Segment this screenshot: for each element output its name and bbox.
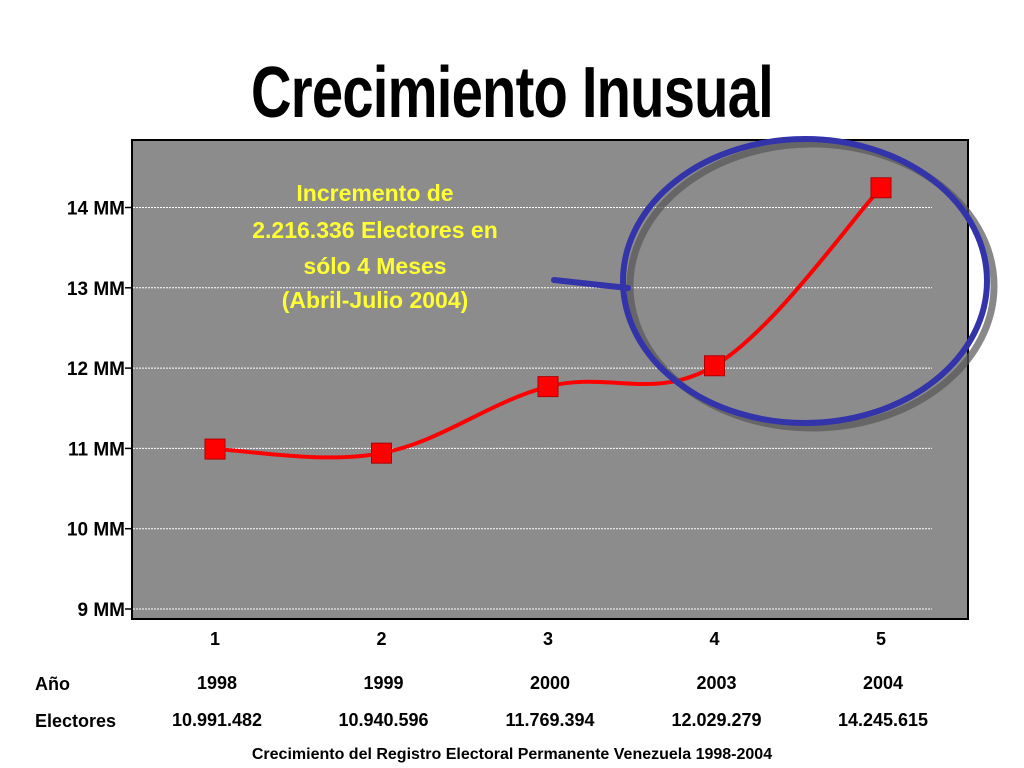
data-point-marker	[870, 177, 892, 199]
data-point-marker	[704, 355, 725, 377]
annotation-line-2: 2.216.336 Electores en	[252, 217, 498, 243]
x-tick-label: 1	[210, 629, 220, 649]
chart-caption: Crecimiento del Registro Electoral Perma…	[252, 746, 772, 763]
table-cell-voters: 10.940.596	[338, 710, 428, 730]
x-tick-label: 3	[543, 629, 553, 649]
table-cell-voters: 10.991.482	[172, 710, 262, 730]
x-tick-label: 4	[709, 629, 719, 649]
table-cell-voters: 11.769.394	[505, 710, 594, 730]
x-tick-label: 2	[376, 629, 386, 649]
row-label-year: Año	[35, 674, 70, 694]
data-point-marker	[204, 438, 226, 460]
table-cell-year: 2004	[863, 673, 903, 693]
annotation-line-1: Incremento de	[296, 180, 453, 206]
y-tick-label: 10 MM	[67, 520, 125, 541]
annotation-line-3: sólo 4 Meses	[303, 253, 446, 279]
annotation-pointer	[551, 277, 631, 291]
y-tick-label: 12 MM	[67, 359, 125, 380]
y-tick-label: 13 MM	[67, 279, 125, 300]
table-cell-year: 2000	[530, 673, 570, 693]
row-label-voters: Electores	[35, 711, 116, 731]
table-cell-year: 1999	[363, 673, 403, 693]
series-markers	[204, 177, 892, 464]
x-tick-label: 5	[876, 629, 886, 649]
table-cell-year: 1998	[197, 673, 237, 693]
y-axis-ticks: 9 MM 10 MM 11 MM 12 MM 13 MM 14 MM	[67, 199, 132, 621]
table-cell-voters: 12.029.279	[671, 710, 761, 730]
table-cell-voters: 14.245.615	[838, 710, 928, 730]
chart-title: Crecimiento Inusual	[251, 53, 774, 133]
y-tick-label: 9 MM	[78, 600, 126, 621]
table-cell-year: 2003	[696, 673, 736, 693]
x-axis-ticks: 1 2 3 4 5	[210, 629, 886, 649]
gridlines	[133, 207, 932, 610]
y-tick-label: 14 MM	[67, 199, 125, 220]
data-point-marker	[537, 376, 559, 398]
highlight-circle	[551, 136, 998, 432]
data-point-marker	[371, 442, 392, 464]
y-tick-label: 11 MM	[68, 439, 125, 460]
data-table: 1998 1999 2000 2003 2004 10.991.482 10.940.596…	[172, 673, 928, 730]
annotation-line-4: (Abril-Julio 2004)	[282, 287, 469, 313]
